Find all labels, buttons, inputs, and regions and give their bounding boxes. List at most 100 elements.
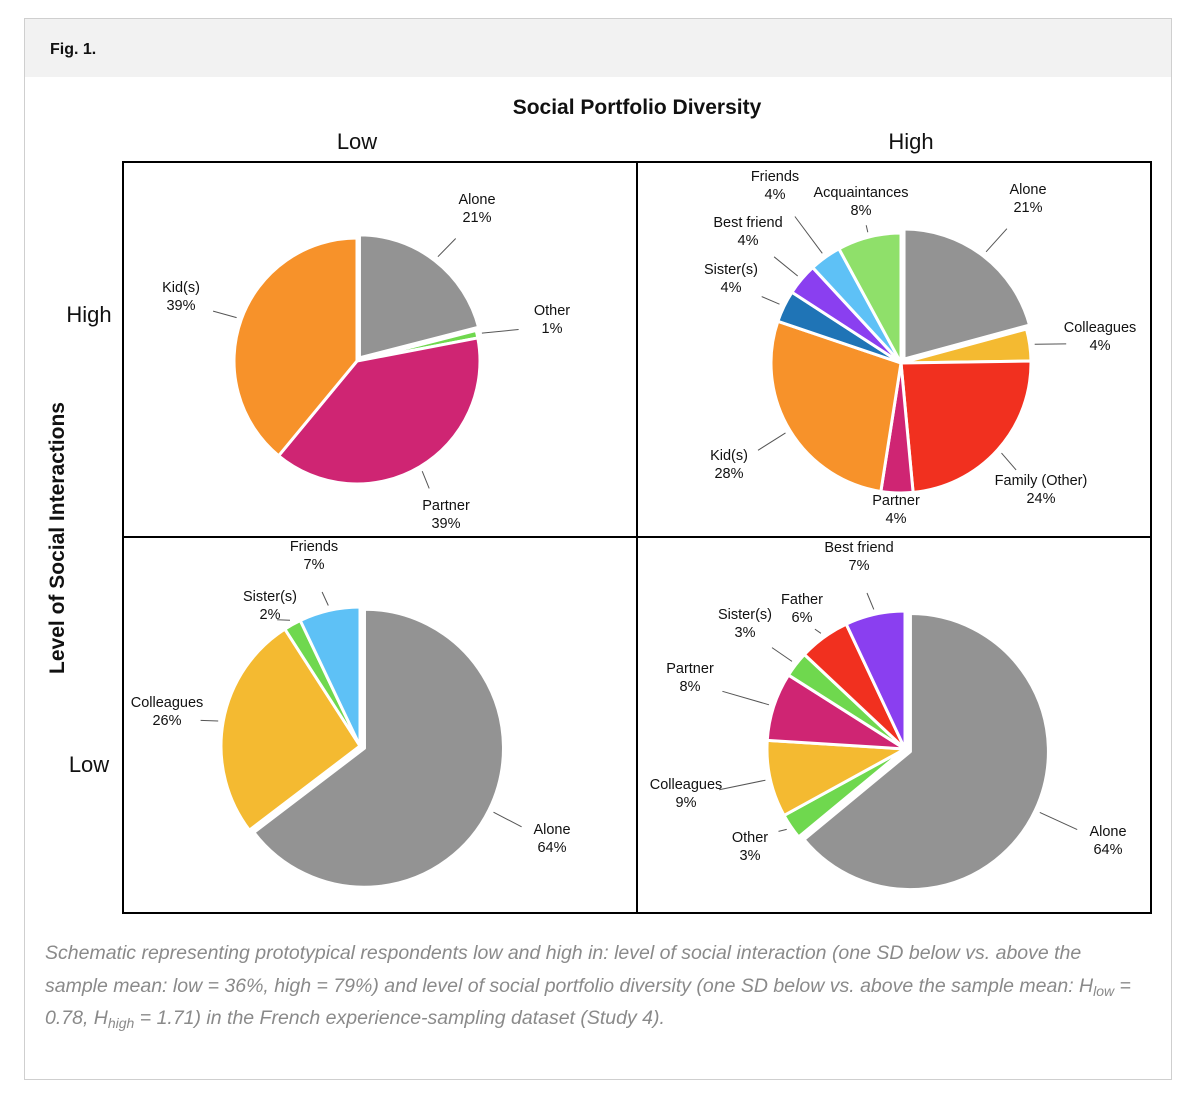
slice-value-kid-s: 28% <box>714 466 743 482</box>
slice-label-partner: Partner <box>422 498 470 514</box>
slice-value-best-friend: 4% <box>738 233 759 249</box>
leader-line-other <box>778 828 787 832</box>
slice-value-colleagues: 4% <box>1090 338 1111 354</box>
leader-line-alone <box>493 811 522 828</box>
slice-value-partner: 39% <box>431 516 460 532</box>
leader-line-friends <box>321 591 329 606</box>
leader-line-alone <box>985 228 1008 253</box>
slice-label-sister-s: Sister(s) <box>704 262 758 278</box>
slice-value-other: 1% <box>542 321 563 337</box>
column-label-high: High <box>888 129 933 154</box>
caption-text-1: Schematic representing prototypical resp… <box>45 942 1094 997</box>
slice-alone <box>357 233 481 360</box>
figure-label: Fig. 1. <box>50 41 97 58</box>
leader-line-alone <box>1039 811 1078 831</box>
slice-value-sister-s: 2% <box>260 607 281 623</box>
slice-value-sister-s: 3% <box>735 625 756 641</box>
slice-label-kid-s: Kid(s) <box>162 280 200 296</box>
slice-best-friend <box>844 609 907 751</box>
caption-sub-high: high <box>107 1015 135 1031</box>
slice-label-partner: Partner <box>872 493 920 509</box>
slice-value-partner: 4% <box>886 511 907 527</box>
leader-line-sister-s <box>761 296 780 305</box>
y-axis-title: Level of Social Interactions <box>46 402 69 674</box>
slice-value-friends: 7% <box>304 557 325 573</box>
leader-line-family-other <box>1001 452 1017 471</box>
leader-line-colleagues <box>719 779 766 791</box>
slice-value-sister-s: 4% <box>721 280 742 296</box>
chart-title: Social Portfolio Diversity <box>513 96 762 119</box>
slice-value-alone: 64% <box>1093 842 1122 858</box>
slice-value-best-friend: 7% <box>849 558 870 574</box>
slice-label-other: Other <box>732 830 768 846</box>
slice-value-kid-s: 39% <box>166 298 195 314</box>
slice-value-alone: 21% <box>462 210 491 226</box>
pie-low-interaction-low-diversity: Alone 64% Colleagues 26% Sister(s) 2% Friends 7… <box>131 539 571 889</box>
leader-line-partner <box>722 690 770 706</box>
slice-label-sister-s: Sister(s) <box>243 589 297 605</box>
slice-label-colleagues: Colleagues <box>650 777 723 793</box>
leader-line-alone <box>437 238 457 258</box>
figure-header: Fig. 1. <box>25 19 1171 77</box>
leader-line-colleagues <box>200 719 219 722</box>
slice-label-acquaintances: Acquaintances <box>813 185 908 201</box>
leader-line-sister-s <box>771 647 793 662</box>
slice-value-colleagues: 9% <box>676 795 697 811</box>
slice-kid-s <box>769 319 903 493</box>
slice-alone <box>252 607 505 889</box>
slice-label-friends: Friends <box>751 169 799 185</box>
leader-line-kid-s <box>212 310 237 319</box>
slice-value-friends: 4% <box>765 187 786 203</box>
slice-label-partner: Partner <box>666 661 714 677</box>
slice-label-alone: Alone <box>458 192 495 208</box>
figure-card: Fig. 1. Schematic representing prototypi… <box>24 18 1172 1080</box>
row-label-high: High <box>66 302 111 327</box>
slice-acquaintances <box>837 231 903 365</box>
leader-line-father <box>814 628 822 634</box>
slice-kid-s <box>232 236 359 458</box>
slice-label-colleagues: Colleagues <box>1064 320 1137 336</box>
slice-value-partner: 8% <box>680 679 701 695</box>
slice-label-friends: Friends <box>290 539 338 555</box>
slice-value-other: 3% <box>740 848 761 864</box>
column-label-low: Low <box>337 129 377 154</box>
slice-label-kid-s: Kid(s) <box>710 448 748 464</box>
leader-line-partner <box>895 497 898 505</box>
slice-family-other <box>899 359 1033 494</box>
slice-label-alone: Alone <box>1089 824 1126 840</box>
caption-sub-low: low <box>1093 982 1115 999</box>
leader-line-other <box>481 329 519 334</box>
slice-value-alone: 64% <box>537 840 566 856</box>
slice-value-acquaintances: 8% <box>851 203 872 219</box>
pie-low-interaction-high-diversity: Alone 64% Other 3% Colleagues 9% Partner 8% Sist… <box>650 540 1127 891</box>
figure-caption: Schematic representing prototypical resp… <box>45 937 1145 1035</box>
slice-label-colleagues: Colleagues <box>131 695 204 711</box>
pie-chart-grid: Social Portfolio Diversity Low High Leve… <box>46 96 1152 914</box>
slice-label-alone: Alone <box>1009 182 1046 198</box>
slice-value-family-other: 24% <box>1026 491 1055 507</box>
leader-line-kid-s <box>757 432 786 451</box>
slice-value-father: 6% <box>792 610 813 626</box>
caption-text-3: = 1.71) in the French experience-samplin… <box>134 1007 665 1029</box>
row-label-low: Low <box>69 752 109 777</box>
slice-label-other: Other <box>534 303 570 319</box>
pie-high-interaction-low-diversity: Alone 21% Other 1% Partner 39% Kid(s) 39% <box>162 192 570 532</box>
slice-alone <box>802 612 1050 891</box>
slice-friends <box>298 605 362 748</box>
leader-line-partner <box>421 471 430 489</box>
caption-text-2: = 0.78, H <box>45 974 1131 1030</box>
slice-label-father: Father <box>781 592 823 608</box>
slice-label-sister-s: Sister(s) <box>718 607 772 623</box>
slice-value-alone: 21% <box>1013 200 1042 216</box>
slice-value-colleagues: 26% <box>152 713 181 729</box>
slice-alone <box>902 227 1032 361</box>
leader-line-acquaintances <box>865 225 869 233</box>
slice-partner <box>277 336 482 486</box>
leader-line-friends <box>794 216 823 254</box>
slice-label-alone: Alone <box>533 822 570 838</box>
slice-label-best-friend: Best friend <box>824 540 893 556</box>
pie-high-interaction-high-diversity: Alone 21% Colleagues 4% Family (Other) 24% Par… <box>704 169 1136 527</box>
leader-line-best-friend <box>773 256 799 277</box>
slice-label-family-other: Family (Other) <box>995 473 1088 489</box>
slice-label-best-friend: Best friend <box>713 215 782 231</box>
